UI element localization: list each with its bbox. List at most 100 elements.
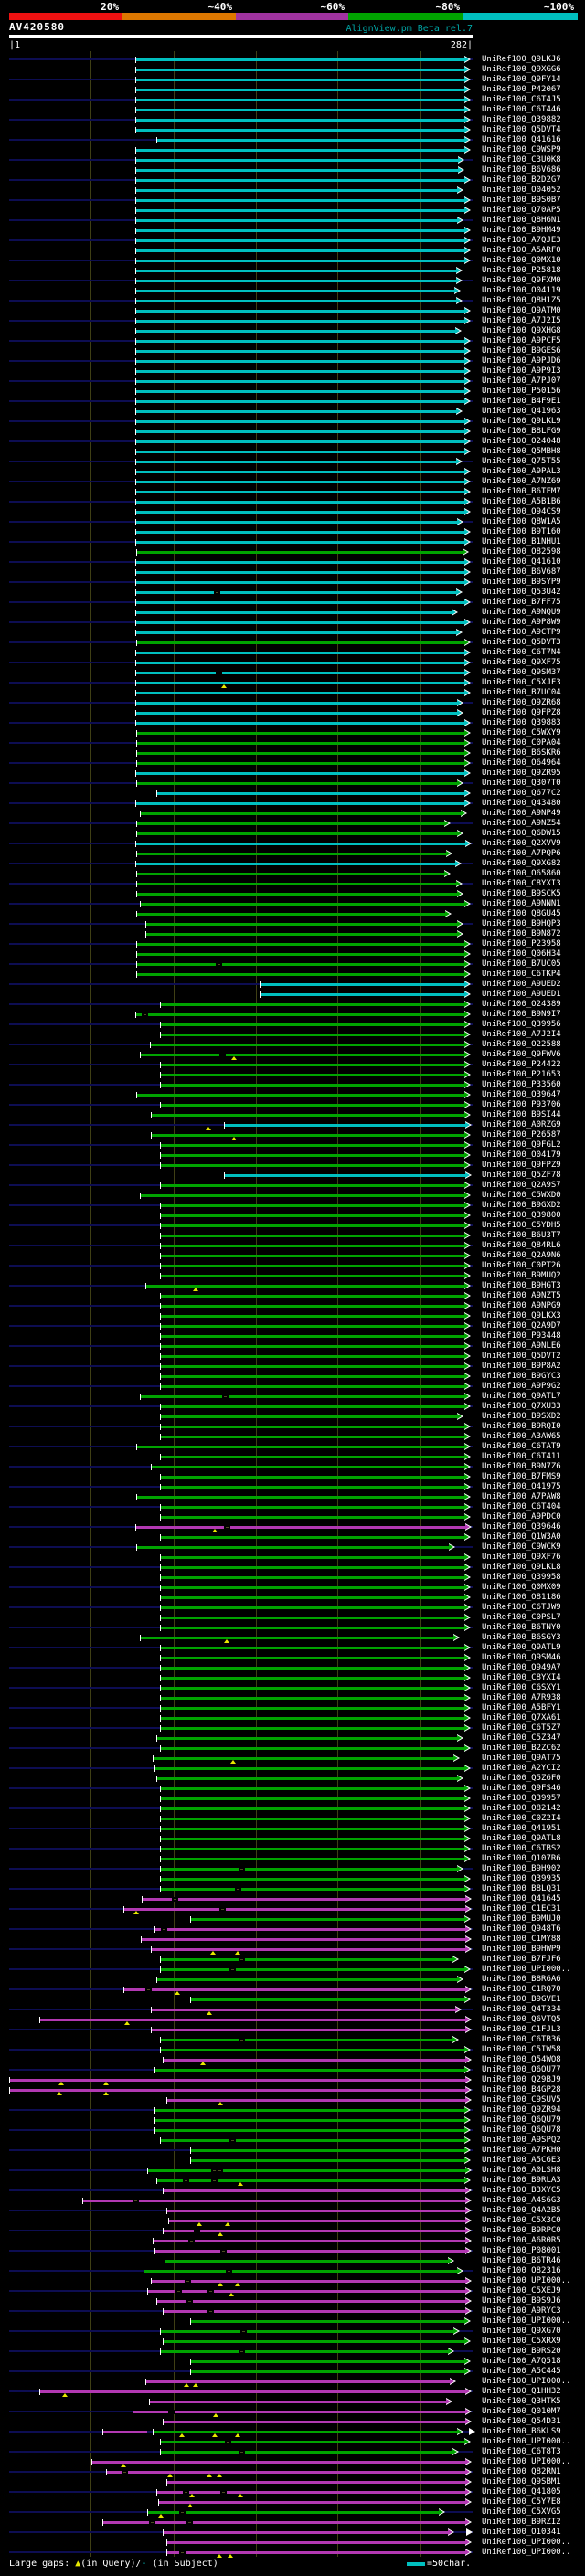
hsp-bar[interactable] <box>160 1536 465 1539</box>
hsp-bar[interactable] <box>156 1978 458 1981</box>
hit-label[interactable]: UniRef100_Q948T6 <box>482 1924 561 1934</box>
hit-label[interactable]: UniRef100_B7FMS9 <box>482 1472 561 1481</box>
hsp-bar[interactable] <box>190 2360 465 2363</box>
hsp-bar[interactable] <box>135 802 465 805</box>
hsp-bar[interactable] <box>154 2109 465 2112</box>
hit-label[interactable]: UniRef100_C0Z2I4 <box>482 1814 561 1823</box>
hit-label[interactable]: UniRef100_Q75T55 <box>482 457 561 466</box>
hit-label[interactable]: UniRef100_UPI000.. <box>482 2457 571 2466</box>
hit-label[interactable]: UniRef100_C6T4J5 <box>482 95 561 104</box>
hit-label[interactable]: UniRef100_Q06H34 <box>482 949 561 959</box>
hsp-bar[interactable] <box>135 239 465 242</box>
hsp-bar[interactable] <box>135 300 457 302</box>
hit-label[interactable]: UniRef100_C5WXY9 <box>482 728 561 737</box>
hsp-bar[interactable] <box>156 2300 466 2303</box>
hsp-bar[interactable] <box>166 2541 466 2544</box>
hsp-bar[interactable] <box>160 1838 465 1840</box>
hit-label[interactable]: UniRef100_A0LSH8 <box>482 2166 561 2175</box>
hsp-bar[interactable] <box>160 1787 465 1790</box>
hit-label[interactable]: UniRef100_A7NZ69 <box>482 477 561 486</box>
hsp-bar[interactable] <box>156 2491 466 2494</box>
hsp-bar[interactable] <box>140 1194 465 1197</box>
hit-label[interactable]: UniRef100_C1MY88 <box>482 1935 561 1944</box>
hsp-bar[interactable] <box>154 2119 465 2122</box>
hit-label[interactable]: UniRef100_Q53U42 <box>482 588 561 597</box>
hsp-bar[interactable] <box>156 792 465 795</box>
hsp-bar[interactable] <box>190 2159 465 2162</box>
hit-label[interactable]: UniRef100_Q54WQ8 <box>482 2055 561 2064</box>
hsp-bar[interactable] <box>135 310 465 313</box>
hit-label[interactable]: UniRef100_C6T8T3 <box>482 2447 561 2456</box>
hsp-bar[interactable] <box>135 631 457 634</box>
hit-label[interactable]: UniRef100_O65860 <box>482 869 561 878</box>
hit-label[interactable]: UniRef100_A9PJD6 <box>482 356 561 366</box>
hsp-bar[interactable] <box>9 2079 466 2082</box>
hit-label[interactable]: UniRef100_O04119 <box>482 286 561 295</box>
hit-label[interactable]: UniRef100_C6T7N4 <box>482 648 561 657</box>
hit-label[interactable]: UniRef100_O24389 <box>482 1000 561 1009</box>
hsp-bar[interactable] <box>135 843 466 845</box>
hit-label[interactable]: UniRef100_B9S9J6 <box>482 2296 561 2306</box>
hit-label[interactable]: UniRef100_B9RZI2 <box>482 2518 561 2527</box>
hsp-bar[interactable] <box>160 2049 465 2051</box>
hit-label[interactable]: UniRef100_A7PQP6 <box>482 849 561 858</box>
hsp-bar[interactable] <box>163 2059 466 2062</box>
hsp-bar[interactable] <box>154 2069 465 2072</box>
hit-label[interactable]: UniRef100_Q9SM37 <box>482 668 561 677</box>
hit-label[interactable]: UniRef100_C6TKP4 <box>482 970 561 979</box>
hit-label[interactable]: UniRef100_Q9ZR94 <box>482 2105 561 2115</box>
hsp-bar[interactable] <box>135 169 459 172</box>
hsp-bar[interactable] <box>136 853 447 855</box>
hit-label[interactable]: UniRef100_C0PA04 <box>482 738 561 747</box>
hsp-bar[interactable] <box>160 1818 465 1820</box>
hit-label[interactable]: UniRef100_B9RQI0 <box>482 1422 561 1431</box>
hit-label[interactable]: UniRef100_A7R938 <box>482 1693 561 1702</box>
hsp-bar[interactable] <box>145 1285 465 1288</box>
hit-label[interactable]: UniRef100_Q41645 <box>482 1894 561 1903</box>
hit-label[interactable]: UniRef100_Q9XGG6 <box>482 65 561 74</box>
hsp-bar[interactable] <box>135 340 465 343</box>
hsp-bar[interactable] <box>160 1335 465 1338</box>
hit-label[interactable]: UniRef100_A7Q518 <box>482 2357 561 2366</box>
hsp-bar[interactable] <box>163 2310 466 2313</box>
hsp-bar[interactable] <box>160 1154 465 1157</box>
hit-label[interactable]: UniRef100_Q39883 <box>482 718 561 727</box>
hsp-bar[interactable] <box>154 1928 466 1931</box>
hit-label[interactable]: UniRef100_O82598 <box>482 547 561 557</box>
hsp-bar[interactable] <box>149 2401 447 2403</box>
hsp-bar[interactable] <box>140 1395 465 1398</box>
hit-label[interactable]: UniRef100_C6TB36 <box>482 2035 561 2044</box>
hsp-bar[interactable] <box>150 1044 465 1046</box>
hit-label[interactable]: UniRef100_Q9FWV6 <box>482 1050 561 1059</box>
hsp-bar[interactable] <box>147 2511 440 2514</box>
hsp-bar[interactable] <box>160 1164 465 1167</box>
hit-label[interactable]: UniRef100_A5BFY1 <box>482 1703 561 1712</box>
hsp-bar[interactable] <box>165 2260 449 2263</box>
hit-label[interactable]: UniRef100_Q9LKL8 <box>482 1563 561 1572</box>
hit-label[interactable]: UniRef100_A9SPQ2 <box>482 2136 561 2145</box>
hsp-bar[interactable] <box>160 1084 465 1087</box>
hit-label[interactable]: UniRef100_Q3HTK5 <box>482 2397 561 2406</box>
hsp-bar[interactable] <box>140 1637 454 1639</box>
hit-label[interactable]: UniRef100_Q9AT75 <box>482 1754 561 1763</box>
hit-label[interactable]: UniRef100_B9N9I7 <box>482 1010 561 1019</box>
hit-label[interactable]: UniRef100_Q9XG70 <box>482 2327 561 2336</box>
hit-label[interactable]: UniRef100_C1FJL3 <box>482 2025 561 2034</box>
hit-label[interactable]: UniRef100_Q5Z6F0 <box>482 1774 561 1783</box>
hsp-bar[interactable] <box>136 832 458 835</box>
hsp-bar[interactable] <box>9 2089 466 2092</box>
hsp-bar[interactable] <box>151 1466 465 1468</box>
hsp-bar[interactable] <box>160 1807 465 1810</box>
hit-label[interactable]: UniRef100_UPI000.. <box>482 2377 571 2386</box>
hsp-bar[interactable] <box>135 79 465 81</box>
hsp-bar[interactable] <box>156 139 465 142</box>
hsp-bar[interactable] <box>163 2340 465 2343</box>
hit-label[interactable]: UniRef100_Q9FXM0 <box>482 276 561 285</box>
hsp-bar[interactable] <box>160 1596 465 1599</box>
hsp-bar[interactable] <box>160 1606 465 1609</box>
hit-label[interactable]: UniRef100_UPI000.. <box>482 2316 571 2326</box>
hit-label[interactable]: UniRef100_C3U0K8 <box>482 155 561 164</box>
hsp-bar[interactable] <box>102 2521 466 2524</box>
hit-label[interactable]: UniRef100_P21653 <box>482 1070 561 1079</box>
hit-label[interactable]: UniRef100_Q9XF75 <box>482 658 561 667</box>
